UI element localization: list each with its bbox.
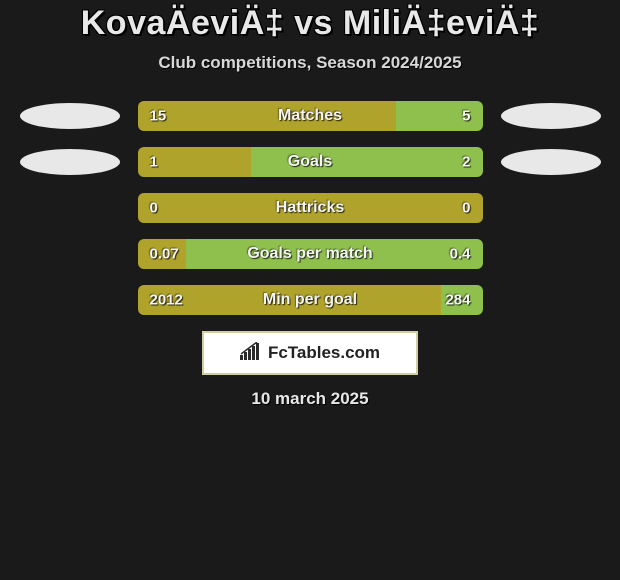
stat-row: 1 Goals 2 [0, 147, 620, 177]
stat-value-left: 0.07 [150, 246, 179, 263]
stat-value-left: 15 [150, 108, 167, 125]
player-ellipse-right [501, 149, 601, 175]
spacer [20, 241, 120, 267]
stat-row: 0.07 Goals per match 0.4 [0, 239, 620, 269]
stat-name: Matches [278, 107, 342, 125]
brand-text: FcTables.com [268, 343, 380, 363]
stat-name: Min per goal [263, 291, 357, 309]
stat-bar: 0.07 Goals per match 0.4 [138, 239, 483, 269]
spacer [501, 195, 601, 221]
bar-segment-left [138, 101, 397, 131]
bar-segment-right [251, 147, 482, 177]
stat-row: 15 Matches 5 [0, 101, 620, 131]
stat-bar: 2012 Min per goal 284 [138, 285, 483, 315]
player-ellipse-left [20, 149, 120, 175]
brand-box: FcTables.com [202, 331, 418, 375]
spacer [501, 287, 601, 313]
page-title: KovaÄeviÄ‡ vs MiliÄ‡eviÄ‡ [0, 4, 620, 43]
spacer [501, 241, 601, 267]
stat-name: Hattricks [276, 199, 344, 217]
bars-icon [240, 342, 262, 365]
date: 10 march 2025 [0, 389, 620, 409]
player-ellipse-right [501, 103, 601, 129]
stat-value-right: 5 [462, 108, 470, 125]
stat-bar: 0 Hattricks 0 [138, 193, 483, 223]
spacer [20, 195, 120, 221]
stat-bar: 1 Goals 2 [138, 147, 483, 177]
stat-value-right: 2 [462, 154, 470, 171]
stat-value-right: 0 [462, 200, 470, 217]
stat-name: Goals per match [247, 245, 372, 263]
stat-bar: 15 Matches 5 [138, 101, 483, 131]
stats-rows: 15 Matches 5 1 Goals 2 0 Hattricks 0 0.07 Goals pe… [0, 101, 620, 315]
stat-value-right: 0.4 [450, 246, 471, 263]
player-ellipse-left [20, 103, 120, 129]
stat-row: 0 Hattricks 0 [0, 193, 620, 223]
stat-value-left: 2012 [150, 292, 183, 309]
stat-value-right: 284 [445, 292, 470, 309]
stat-row: 2012 Min per goal 284 [0, 285, 620, 315]
stat-value-left: 0 [150, 200, 158, 217]
spacer [20, 287, 120, 313]
stat-name: Goals [288, 153, 332, 171]
subtitle: Club competitions, Season 2024/2025 [0, 53, 620, 73]
stat-value-left: 1 [150, 154, 158, 171]
